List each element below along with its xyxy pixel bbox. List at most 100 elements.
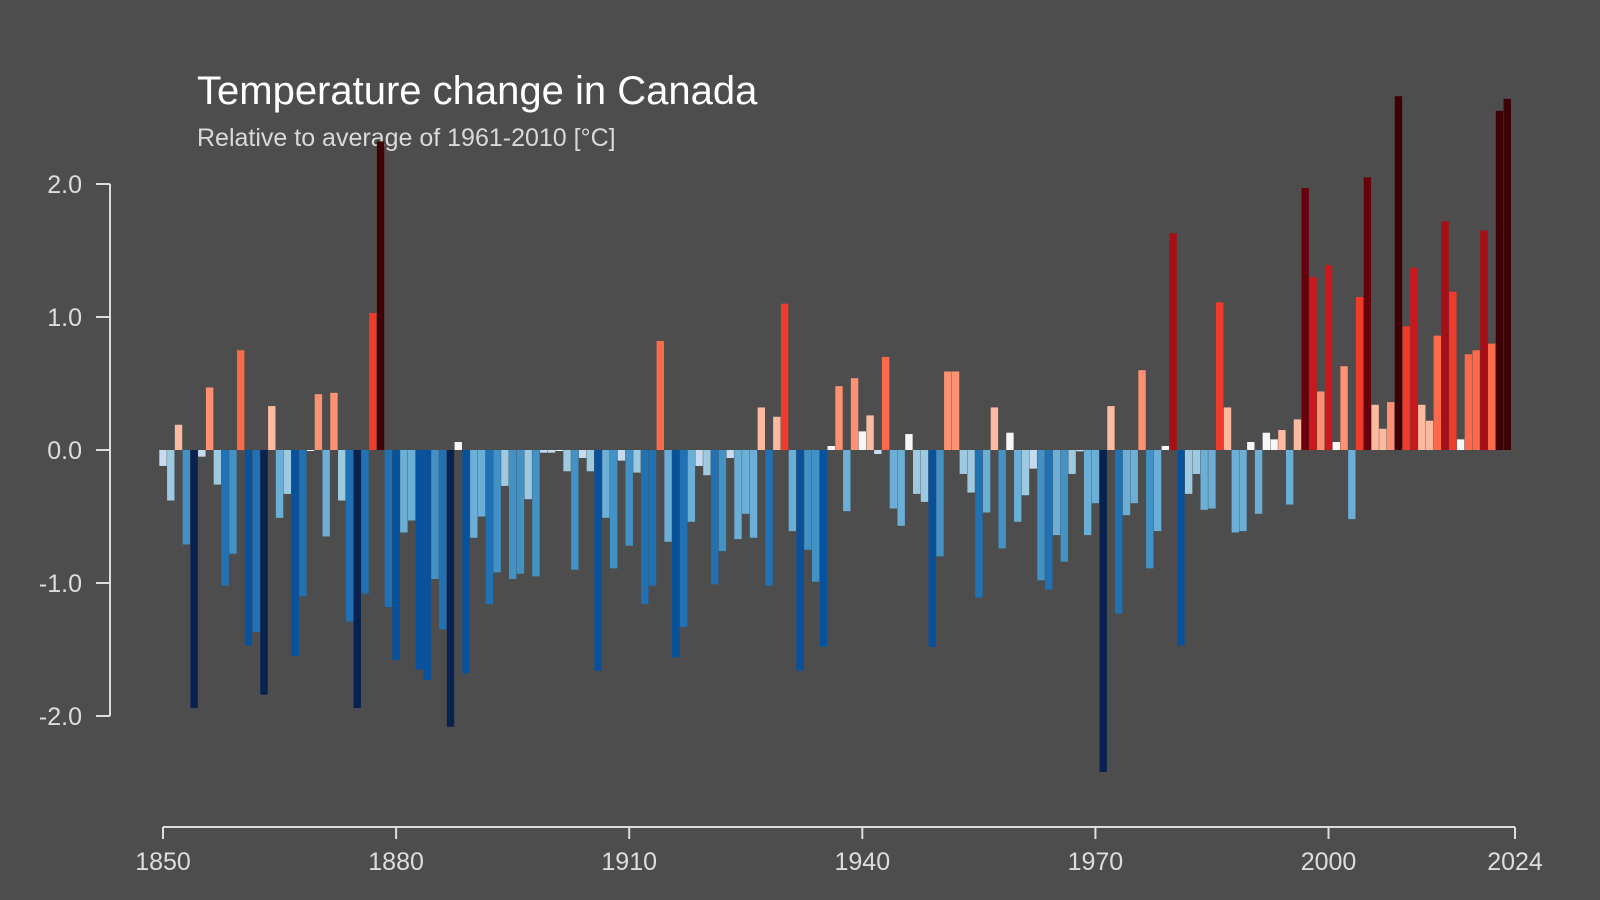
bar-1873: [338, 450, 346, 501]
bar-2000: [1324, 265, 1333, 450]
bar-1931: [788, 450, 797, 532]
bar-1863: [260, 450, 268, 695]
bar-1930: [780, 303, 789, 450]
bar-1955: [975, 450, 983, 598]
bar-1980: [1169, 233, 1177, 450]
bar-1917: [679, 450, 688, 627]
bar-1856: [205, 387, 214, 450]
bar-1986: [1216, 302, 1224, 450]
bar-1860: [237, 350, 245, 450]
bar-1957: [990, 407, 999, 450]
bar-1974: [1122, 450, 1131, 516]
chart-subtitle: Relative to average of 1961-2010 [°C]: [197, 124, 616, 152]
y-axis: 2.0 1.0 0.0 -1.0 -2.0: [39, 171, 111, 731]
bar-1990: [1247, 442, 1255, 450]
bar-1906: [594, 450, 602, 671]
bar-1853: [182, 450, 190, 545]
bar-1941: [866, 415, 874, 450]
bar-1993: [1270, 439, 1278, 450]
bar-1866: [283, 450, 292, 494]
bar-1920: [703, 450, 711, 476]
bar-1938: [843, 450, 851, 512]
bar-2011: [1410, 267, 1418, 450]
bar-1911: [633, 450, 641, 473]
bar-1929: [773, 416, 781, 450]
x-tick-label: 1880: [368, 848, 424, 876]
x-tick-label: 1850: [135, 848, 191, 876]
bar-2007: [1379, 428, 1387, 450]
bar-1966: [1060, 450, 1069, 562]
bar-1871: [322, 450, 330, 537]
bar-1905: [586, 450, 595, 472]
bar-1865: [275, 450, 284, 518]
bar-1889: [462, 450, 470, 674]
bar-1963: [1037, 450, 1045, 581]
bar-1982: [1184, 450, 1193, 494]
bar-2013: [1425, 420, 1434, 450]
bar-1868: [299, 450, 307, 597]
bar-1879: [384, 450, 393, 607]
bar-1954: [967, 450, 975, 493]
bar-2004: [1355, 297, 1364, 450]
bar-1857: [213, 450, 222, 485]
bar-1978: [1153, 450, 1162, 532]
bar-2017: [1456, 439, 1465, 450]
bar-1988: [1231, 450, 1239, 533]
bar-1971: [1099, 450, 1107, 772]
bar-1862: [252, 450, 260, 633]
bar-2003: [1348, 450, 1356, 520]
bar-2012: [1418, 404, 1426, 450]
bar-1913: [648, 450, 657, 586]
bar-1870: [314, 394, 323, 450]
bar-1872: [330, 392, 338, 450]
bar-1894: [501, 450, 509, 486]
bar-1912: [641, 450, 649, 605]
bar-1968: [1076, 450, 1084, 452]
bar-1923: [726, 450, 734, 458]
bar-1970: [1091, 450, 1100, 504]
bar-1896: [516, 450, 525, 574]
bar-1994: [1278, 430, 1286, 450]
bar-1965: [1052, 450, 1061, 536]
bar-1936: [827, 446, 835, 450]
bar-1874: [345, 450, 354, 622]
bar-1983: [1192, 450, 1201, 474]
bar-1902: [563, 450, 571, 472]
bar-1854: [190, 450, 198, 709]
bar-1903: [571, 450, 579, 570]
bar-1998: [1309, 277, 1317, 450]
bar-1891: [477, 450, 486, 517]
bar-1880: [392, 450, 400, 661]
y-tick-label: 2.0: [47, 171, 82, 199]
bar-1892: [485, 450, 494, 605]
bar-2001: [1332, 442, 1340, 450]
bar-1877: [369, 313, 377, 450]
bar-2005: [1363, 177, 1372, 450]
bar-2008: [1386, 402, 1395, 450]
x-tick-label: 2000: [1301, 848, 1357, 876]
bar-1947: [913, 450, 921, 494]
bar-1904: [578, 450, 587, 458]
bar-1876: [361, 450, 369, 594]
bar-1943: [881, 356, 890, 450]
x-tick-label: 2024: [1487, 848, 1543, 876]
bar-1925: [742, 450, 750, 514]
bar-1932: [796, 450, 804, 671]
bar-1960: [1014, 450, 1022, 522]
bar-1893: [493, 450, 501, 573]
bar-1909: [617, 450, 626, 461]
bar-1897: [524, 450, 532, 500]
bar-1900: [547, 450, 556, 453]
bar-2018: [1464, 354, 1473, 450]
bar-1981: [1177, 450, 1185, 646]
bar-1992: [1262, 432, 1271, 450]
bar-1950: [936, 450, 944, 557]
bar-1899: [540, 450, 548, 453]
bar-1953: [959, 450, 968, 474]
bar-1949: [928, 450, 936, 647]
bar-1858: [221, 450, 229, 586]
bar-1914: [656, 340, 664, 450]
x-tick-label: 1970: [1068, 848, 1124, 876]
